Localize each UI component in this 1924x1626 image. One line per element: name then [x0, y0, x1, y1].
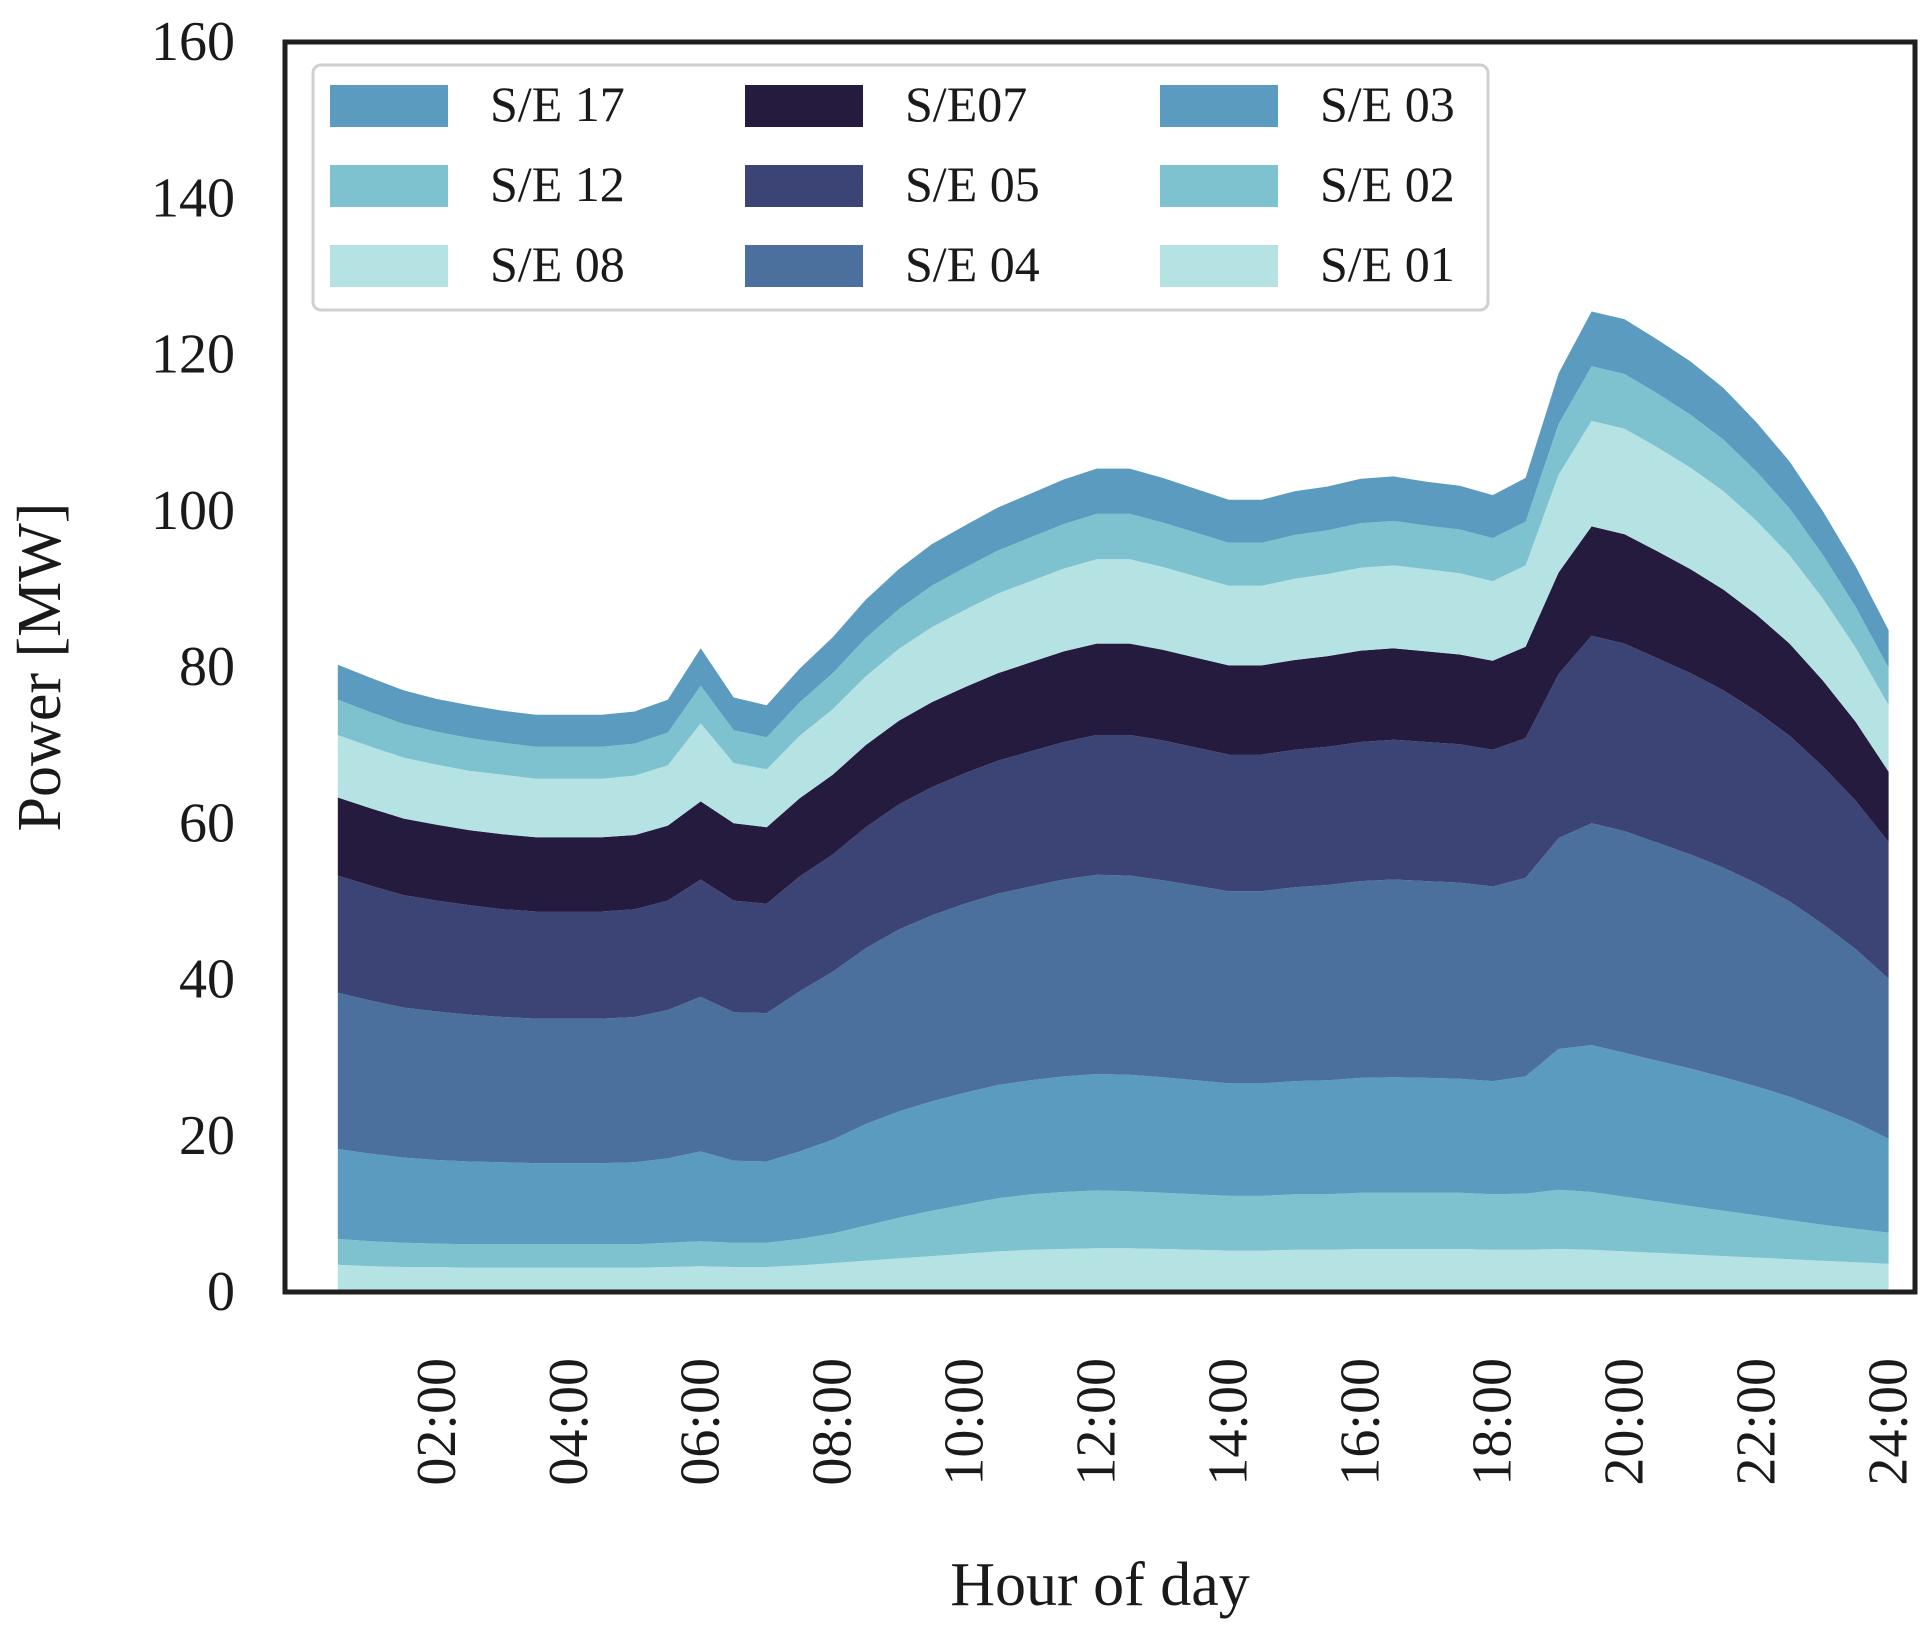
- legend: S/E 17 S/E07 S/E 03 S/E 12 S/E 05 S/E 02 S/E 0…: [311, 63, 1490, 312]
- legend-swatch-s-e07: [745, 85, 863, 127]
- legend-swatch-s-e-12: [330, 165, 448, 207]
- legend-label-s-e-08: S/E 08: [490, 236, 625, 292]
- x-tick-label: 12:00: [1066, 1358, 1128, 1486]
- x-tick-label: 02:00: [406, 1358, 468, 1486]
- x-tick-label: 24:00: [1858, 1358, 1920, 1486]
- y-tick-label: 160: [151, 11, 235, 73]
- legend-label-s-e-01: S/E 01: [1320, 236, 1455, 292]
- x-tick-label: 10:00: [934, 1358, 996, 1486]
- legend-swatch-s-e-04: [745, 245, 863, 287]
- area-s-e-04: [337, 823, 1889, 1164]
- y-tick-label: 100: [151, 480, 235, 542]
- x-tick-label: 20:00: [1594, 1358, 1656, 1486]
- x-tick-label: 18:00: [1462, 1358, 1524, 1486]
- y-tick-label: 60: [179, 792, 235, 854]
- x-tick-label: 16:00: [1330, 1358, 1392, 1486]
- y-tick-label: 140: [151, 167, 235, 229]
- area-s-e-05: [337, 635, 1889, 1019]
- area-s-e07: [337, 526, 1889, 912]
- y-tick-label: 20: [179, 1105, 235, 1167]
- legend-swatch-s-e-17: [330, 85, 448, 127]
- x-tick-label: 14:00: [1198, 1358, 1260, 1486]
- area-s-e-03: [337, 1045, 1889, 1245]
- x-tick-label: 04:00: [538, 1358, 600, 1486]
- legend-label-s-e-03: S/E 03: [1320, 76, 1455, 132]
- y-tick-label: 0: [207, 1261, 235, 1323]
- y-tick-label: 80: [179, 636, 235, 698]
- x-axis-label: Hour of day: [950, 1551, 1250, 1619]
- legend-swatch-s-e-02: [1160, 165, 1278, 207]
- x-tick-label: 22:00: [1726, 1358, 1788, 1486]
- y-axis-label: Power [MW]: [6, 503, 74, 832]
- legend-label-s-e-12: S/E 12: [490, 156, 625, 212]
- y-axis-ticks: 0 20 40 60 80 100 120 140 160: [151, 11, 235, 1323]
- area-s-e-01: [337, 1248, 1889, 1292]
- legend-swatch-s-e-01: [1160, 245, 1278, 287]
- area-layers: [337, 311, 1889, 1292]
- x-tick-label: 08:00: [802, 1358, 864, 1486]
- legend-label-s-e07: S/E07: [905, 76, 1027, 132]
- legend-swatch-s-e-03: [1160, 85, 1278, 127]
- area-s-e-08: [337, 420, 1889, 838]
- legend-swatch-s-e-05: [745, 165, 863, 207]
- legend-label-s-e-05: S/E 05: [905, 156, 1040, 212]
- area-s-e-02: [337, 1189, 1889, 1268]
- legend-label-s-e-17: S/E 17: [490, 76, 625, 132]
- legend-label-s-e-04: S/E 04: [905, 236, 1040, 292]
- y-tick-label: 40: [179, 949, 235, 1011]
- legend-swatch-s-e-08: [330, 245, 448, 287]
- x-axis-ticks: 02:00 04:00 06:00 08:00 10:00 12:00 14:00 16:00…: [406, 1358, 1920, 1486]
- plot-frame: [282, 39, 1918, 1295]
- x-tick-label: 06:00: [670, 1358, 732, 1486]
- legend-label-s-e-02: S/E 02: [1320, 156, 1455, 212]
- y-tick-label: 120: [151, 324, 235, 386]
